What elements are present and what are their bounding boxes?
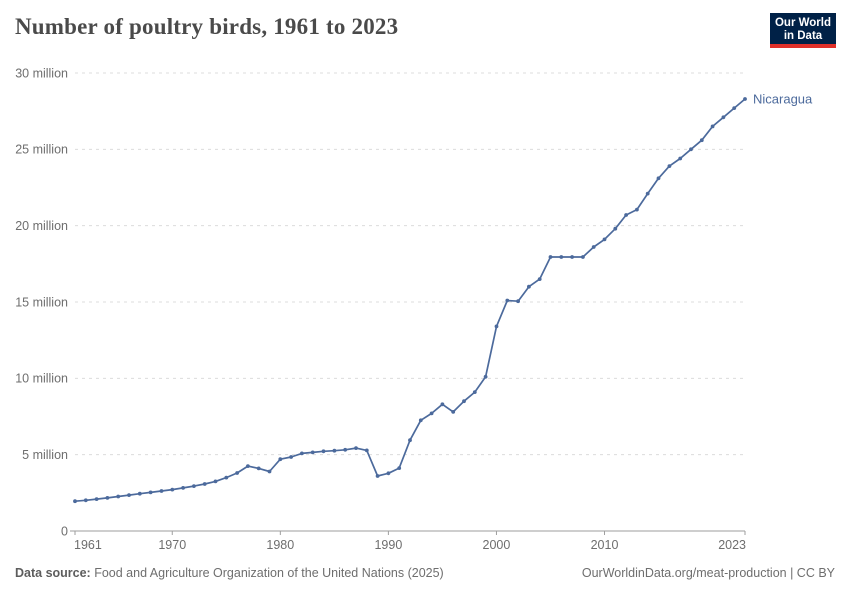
chart-title: Number of poultry birds, 1961 to 2023 [15, 14, 399, 39]
data-point-nicaragua-1970[interactable] [170, 487, 175, 492]
data-point-nicaragua-2007[interactable] [570, 255, 574, 259]
data-point-nicaragua-1965[interactable] [116, 494, 121, 499]
data-point-nicaragua-1984[interactable] [321, 449, 326, 454]
data-point-nicaragua-2014[interactable] [645, 191, 650, 196]
y-tick-label-10m: 10 million [15, 372, 68, 386]
data-point-nicaragua-1992[interactable] [408, 438, 412, 443]
x-tick-label-2010: 2010 [591, 538, 619, 552]
data-point-nicaragua-1968[interactable] [148, 490, 153, 495]
data-point-nicaragua-1995[interactable] [440, 402, 445, 407]
owid-logo-line1: Our World [774, 17, 831, 29]
x-tick-label-1961: 1961 [74, 538, 102, 552]
data-point-nicaragua-2022[interactable] [732, 106, 737, 110]
data-source-text: Food and Agriculture Organization of the… [90, 566, 444, 580]
data-point-nicaragua-1978[interactable] [256, 466, 261, 471]
data-point-nicaragua-1989[interactable] [375, 474, 380, 478]
data-point-nicaragua-1990[interactable] [386, 471, 391, 476]
data-point-nicaragua-1981[interactable] [289, 455, 293, 459]
data-point-nicaragua-1983[interactable] [310, 450, 315, 455]
data-point-nicaragua-1988[interactable] [364, 448, 369, 453]
series-end-label-nicaragua[interactable]: Nicaragua [753, 91, 813, 106]
owid-citation-link[interactable]: OurWorldinData.org/meat-production | CC … [581, 566, 835, 580]
data-point-nicaragua-2020[interactable] [710, 124, 715, 129]
data-point-nicaragua-1996[interactable] [451, 410, 456, 414]
data-point-nicaragua-1986[interactable] [343, 447, 348, 452]
data-point-nicaragua-1974[interactable] [213, 479, 218, 484]
data-point-nicaragua-1994[interactable] [429, 411, 434, 416]
data-point-nicaragua-2003[interactable] [527, 284, 531, 289]
y-tick-label-15m: 15 million [15, 295, 68, 309]
data-point-nicaragua-1991[interactable] [397, 466, 402, 470]
data-point-nicaragua-1971[interactable] [181, 486, 186, 490]
data-point-nicaragua-2005[interactable] [548, 255, 553, 259]
data-point-nicaragua-2006[interactable] [559, 255, 564, 259]
data-point-nicaragua-1980[interactable] [278, 457, 283, 462]
owid-logo-line2: in Data [783, 30, 823, 42]
x-tick-label-2000: 2000 [483, 538, 511, 552]
data-point-nicaragua-1987[interactable] [354, 446, 358, 450]
data-point-nicaragua-1982[interactable] [300, 451, 304, 456]
data-point-nicaragua-2004[interactable] [537, 277, 542, 281]
data-point-nicaragua-1999[interactable] [483, 374, 488, 379]
x-tick-label-1980: 1980 [266, 538, 294, 552]
data-point-nicaragua-2016[interactable] [667, 164, 672, 169]
data-point-nicaragua-1963[interactable] [94, 497, 99, 501]
data-point-nicaragua-2013[interactable] [635, 207, 639, 212]
data-point-nicaragua-1967[interactable] [137, 491, 142, 496]
data-point-nicaragua-1998[interactable] [472, 390, 477, 394]
data-point-nicaragua-2000[interactable] [494, 324, 499, 329]
data-point-nicaragua-2002[interactable] [516, 299, 520, 304]
y-tick-label-5m: 5 million [22, 448, 68, 462]
data-point-nicaragua-2023[interactable] [743, 97, 747, 101]
data-point-nicaragua-1961[interactable] [73, 499, 77, 504]
data-point-nicaragua-1962[interactable] [83, 498, 88, 503]
data-point-nicaragua-1997[interactable] [462, 399, 466, 404]
data-point-nicaragua-2019[interactable] [699, 138, 704, 143]
data-point-nicaragua-2018[interactable] [689, 147, 693, 152]
data-point-nicaragua-1973[interactable] [202, 482, 207, 486]
y-tick-label-0m: 0 [61, 524, 68, 538]
x-tick-label-2023: 2023 [718, 538, 746, 552]
data-point-nicaragua-2015[interactable] [656, 176, 661, 181]
owid-logo[interactable]: Our World in Data [770, 13, 836, 48]
data-point-nicaragua-1985[interactable] [332, 448, 337, 453]
data-point-nicaragua-1964[interactable] [105, 496, 110, 500]
data-point-nicaragua-2009[interactable] [591, 245, 596, 249]
poultry-line-chart: 0 5 million 10 million 15 million 20 million… [15, 66, 813, 552]
data-point-nicaragua-1975[interactable] [224, 475, 229, 480]
data-point-nicaragua-2011[interactable] [613, 226, 618, 231]
chart-footer: Data source: Food and Agriculture Organi… [15, 566, 835, 580]
data-point-nicaragua-1972[interactable] [192, 484, 196, 488]
x-tick-label-1970: 1970 [158, 538, 186, 552]
data-point-nicaragua-2008[interactable] [581, 255, 585, 259]
data-point-nicaragua-1977[interactable] [246, 464, 250, 468]
data-point-nicaragua-1979[interactable] [267, 469, 272, 474]
data-source-note: Data source: Food and Agriculture Organi… [15, 566, 444, 580]
data-point-nicaragua-2001[interactable] [505, 298, 510, 303]
y-tick-label-30m: 30 million [15, 66, 68, 80]
data-source-label: Data source: [15, 566, 91, 580]
y-tick-label-20m: 20 million [15, 219, 68, 233]
data-point-nicaragua-1969[interactable] [159, 489, 164, 493]
x-tick-label-1990: 1990 [374, 538, 402, 552]
data-point-nicaragua-1966[interactable] [127, 493, 131, 497]
data-point-nicaragua-2010[interactable] [602, 237, 607, 242]
data-point-nicaragua-1993[interactable] [418, 418, 423, 423]
data-point-nicaragua-2021[interactable] [721, 115, 726, 120]
data-point-nicaragua-1976[interactable] [235, 471, 240, 475]
data-point-nicaragua-2012[interactable] [624, 213, 628, 217]
y-tick-label-25m: 25 million [15, 143, 68, 157]
data-point-nicaragua-2017[interactable] [678, 156, 683, 161]
